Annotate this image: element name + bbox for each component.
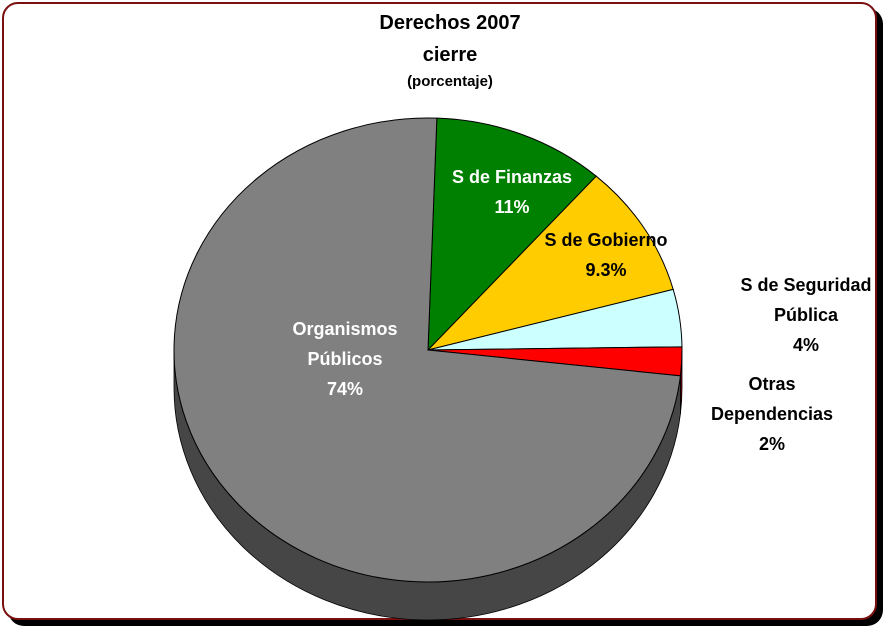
- chart-title-line2: cierre: [422, 44, 478, 66]
- chart-subtitle: (porcentaje): [407, 73, 493, 90]
- pie-slice-label: Otras: [748, 374, 795, 394]
- pie-slice-label: 2%: [759, 434, 785, 454]
- pie-slices: [173, 117, 683, 583]
- pie-slice: [426, 175, 674, 351]
- chart-title: Derechos 2007: [379, 12, 521, 34]
- pie-slice-label: 4%: [793, 335, 819, 355]
- pie-slice-label: 11%: [494, 197, 529, 217]
- pie-slice: [173, 117, 681, 583]
- pie-labels: S de Finanzas 11% S de Gobierno 9.3% S de Se…: [292, 167, 871, 454]
- pie-slice: [427, 117, 597, 352]
- pie-slice-label: Dependencias: [711, 404, 833, 424]
- pie-slice-label: Pública: [774, 305, 839, 325]
- pie-slice-label: Organismos: [292, 319, 397, 339]
- pie-slice-label: S de Gobierno: [544, 230, 667, 250]
- pie-slice-label: Públicos: [307, 349, 382, 369]
- pie-slice-label: 9.3%: [585, 260, 626, 280]
- pie-slice-label: S de Finanzas: [452, 167, 572, 187]
- pie-slice-label: 74%: [327, 379, 363, 399]
- pie-slice-label: S de Seguridad: [740, 275, 871, 295]
